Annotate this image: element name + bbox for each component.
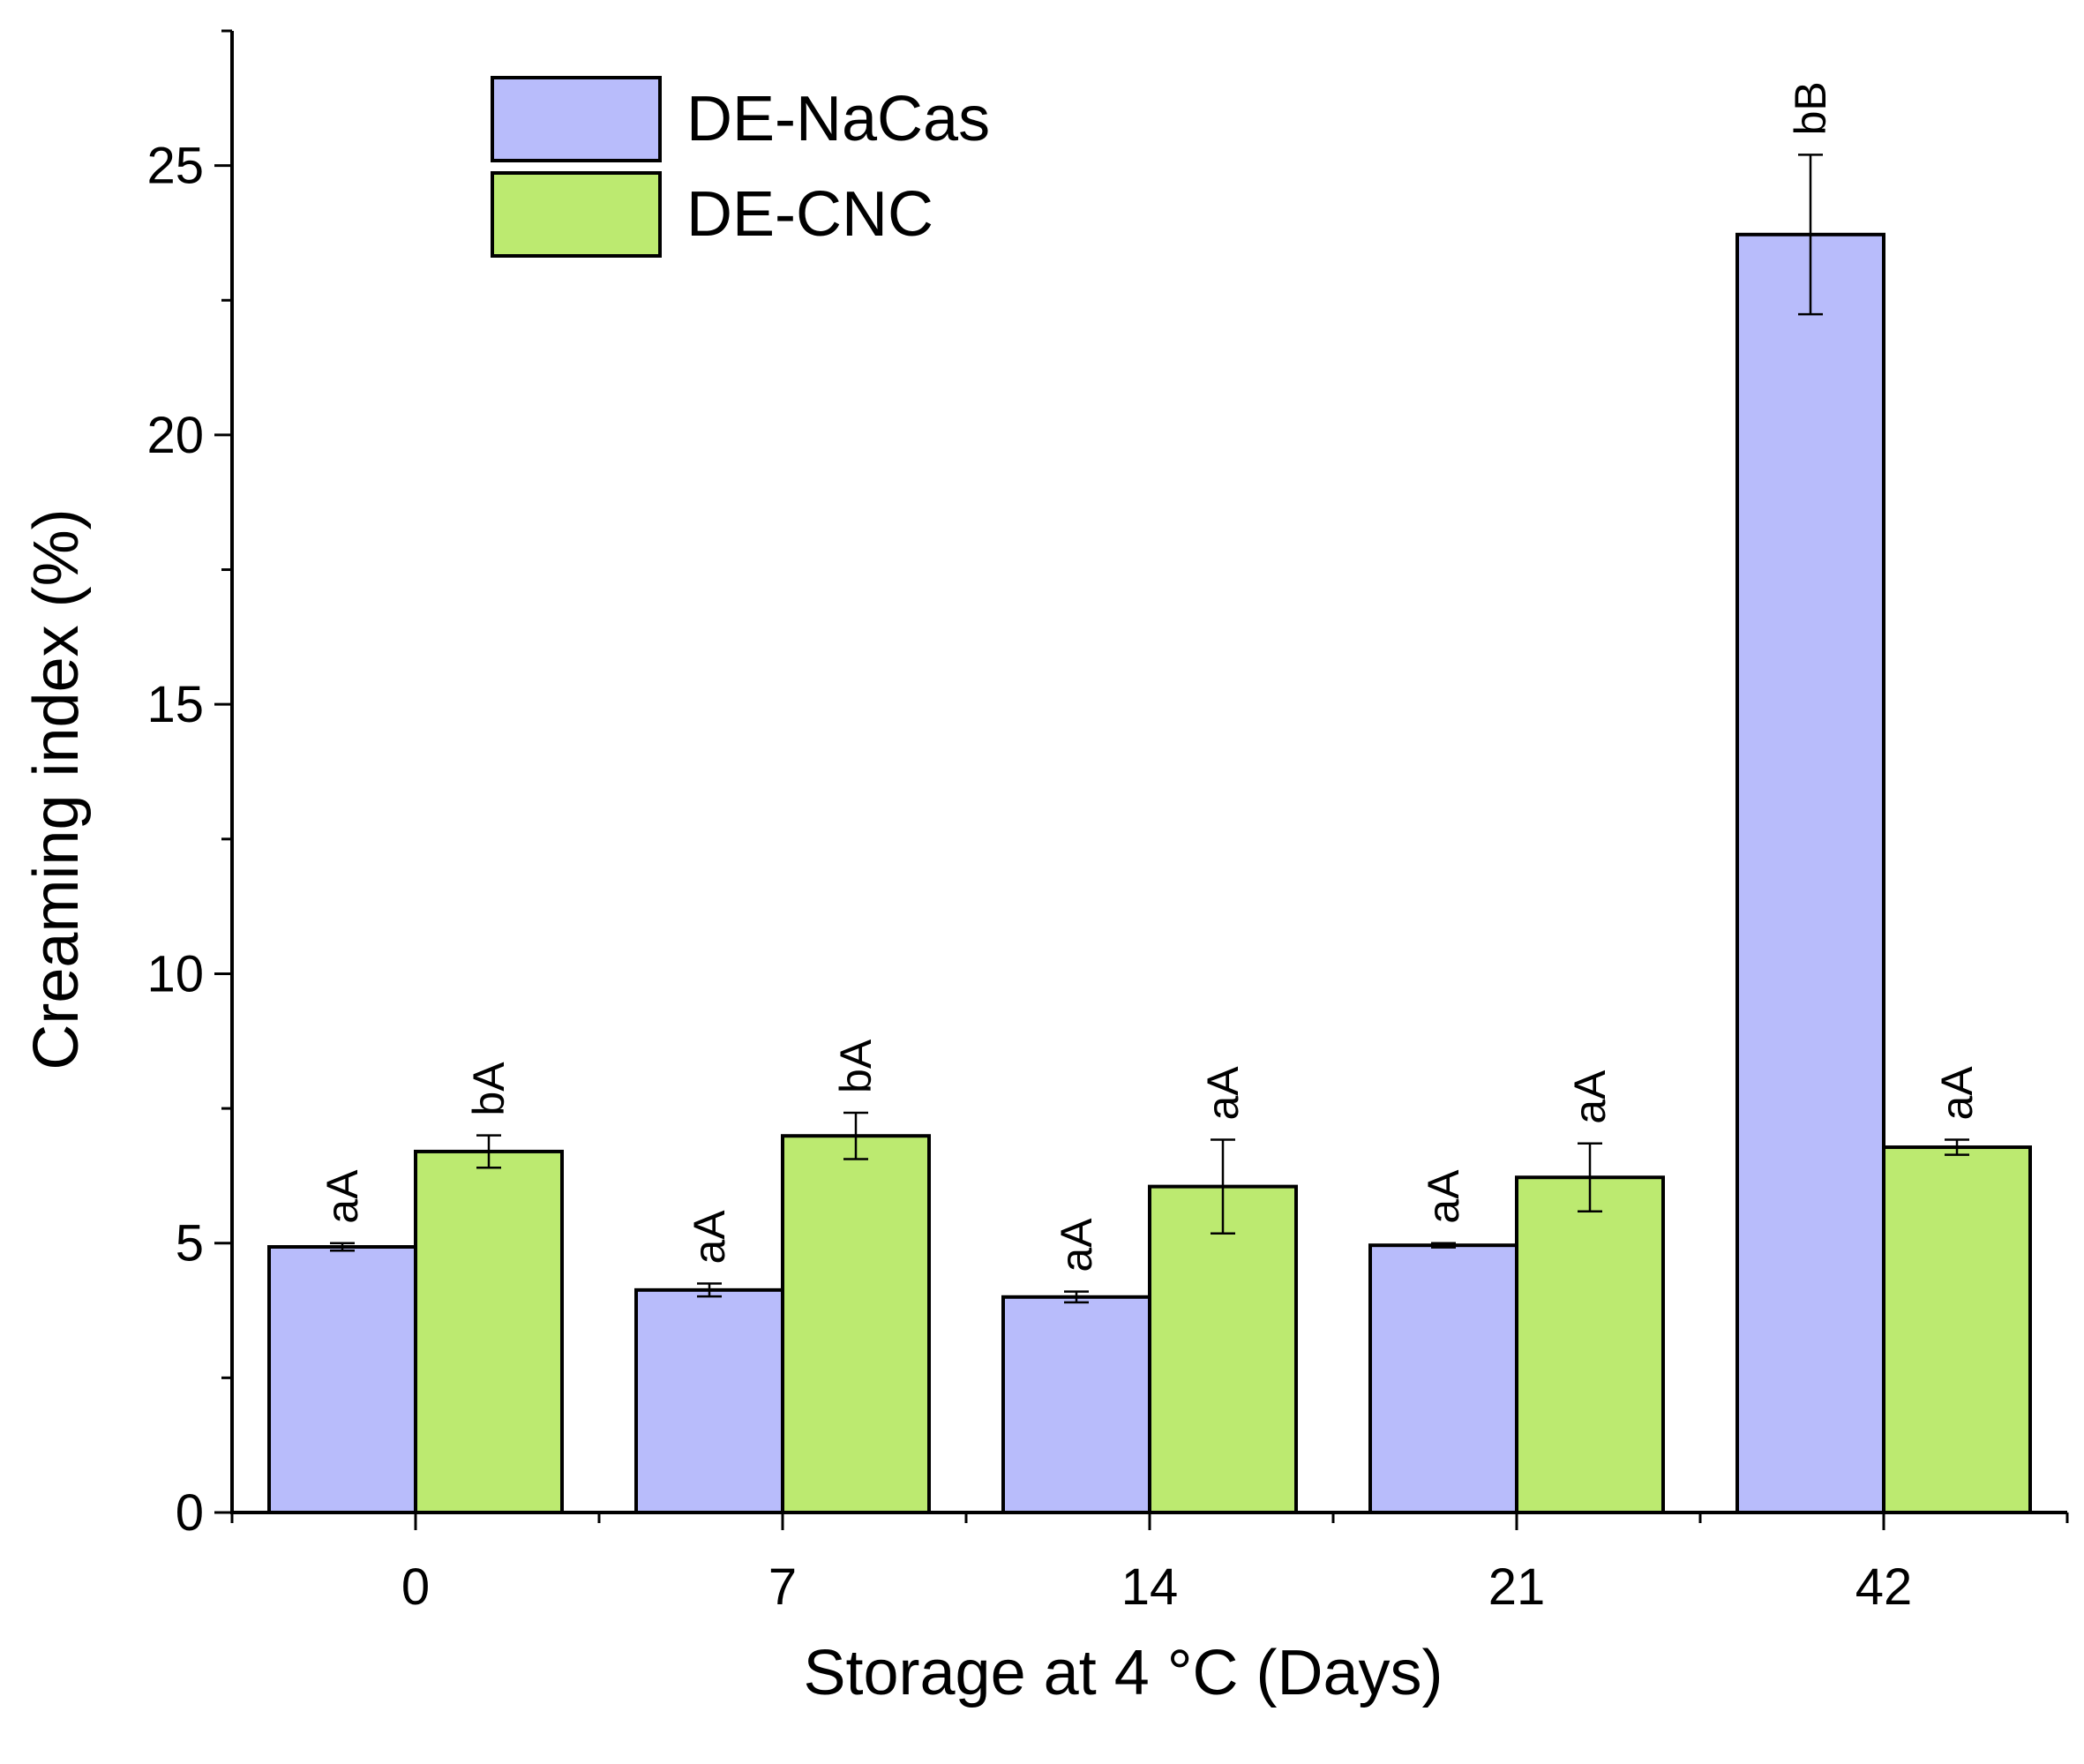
bar-de-cnc-0 — [414, 1149, 564, 1515]
significance-label: bA — [831, 1039, 881, 1093]
bar-de-cnc-7 — [781, 1134, 931, 1515]
bar-de-cnc-21 — [1515, 1175, 1665, 1514]
bar-de-cnc-14 — [1148, 1184, 1298, 1514]
y-tick-label: 0 — [176, 1484, 204, 1542]
x-tick-label: 42 — [1855, 1558, 1913, 1616]
x-tick-label: 14 — [1121, 1558, 1179, 1616]
y-tick-label: 25 — [146, 138, 204, 195]
x-tick-label: 7 — [768, 1558, 797, 1616]
bar-de-nacas-42 — [1735, 232, 1885, 1515]
y-tick-label: 5 — [176, 1215, 204, 1272]
y-tick-label: 20 — [146, 407, 204, 464]
significance-label: bA — [464, 1062, 514, 1116]
significance-label: aA — [1052, 1218, 1101, 1272]
significance-label: aA — [1419, 1169, 1468, 1224]
y-axis-title: Creaming index (%) — [21, 508, 92, 1070]
legend-label-de-cnc: DE-CNC — [686, 179, 933, 250]
significance-label: bB — [1786, 81, 1835, 135]
legend-swatch-de-nacas — [491, 76, 662, 162]
y-tick-label: 10 — [146, 945, 204, 1002]
significance-label: aA — [685, 1210, 734, 1265]
significance-label: aA — [1198, 1066, 1248, 1121]
bar-de-nacas-21 — [1368, 1243, 1518, 1514]
legend-swatch-de-cnc — [491, 171, 662, 258]
significance-label: aA — [1565, 1070, 1615, 1124]
x-tick-label: 21 — [1488, 1558, 1546, 1616]
x-axis-title: Storage at 4 °C (Days) — [803, 1638, 1443, 1708]
bar-de-nacas-14 — [1001, 1295, 1151, 1515]
x-tick-label: 0 — [401, 1558, 430, 1616]
bar-de-nacas-0 — [267, 1245, 417, 1514]
y-tick-label: 15 — [146, 676, 204, 733]
bar-de-cnc-42 — [1882, 1145, 2032, 1514]
significance-label: aA — [318, 1169, 367, 1224]
bar-de-nacas-7 — [634, 1287, 784, 1514]
legend-label-de-nacas: DE-NaCas — [686, 84, 990, 154]
significance-label: aA — [1932, 1066, 1982, 1121]
